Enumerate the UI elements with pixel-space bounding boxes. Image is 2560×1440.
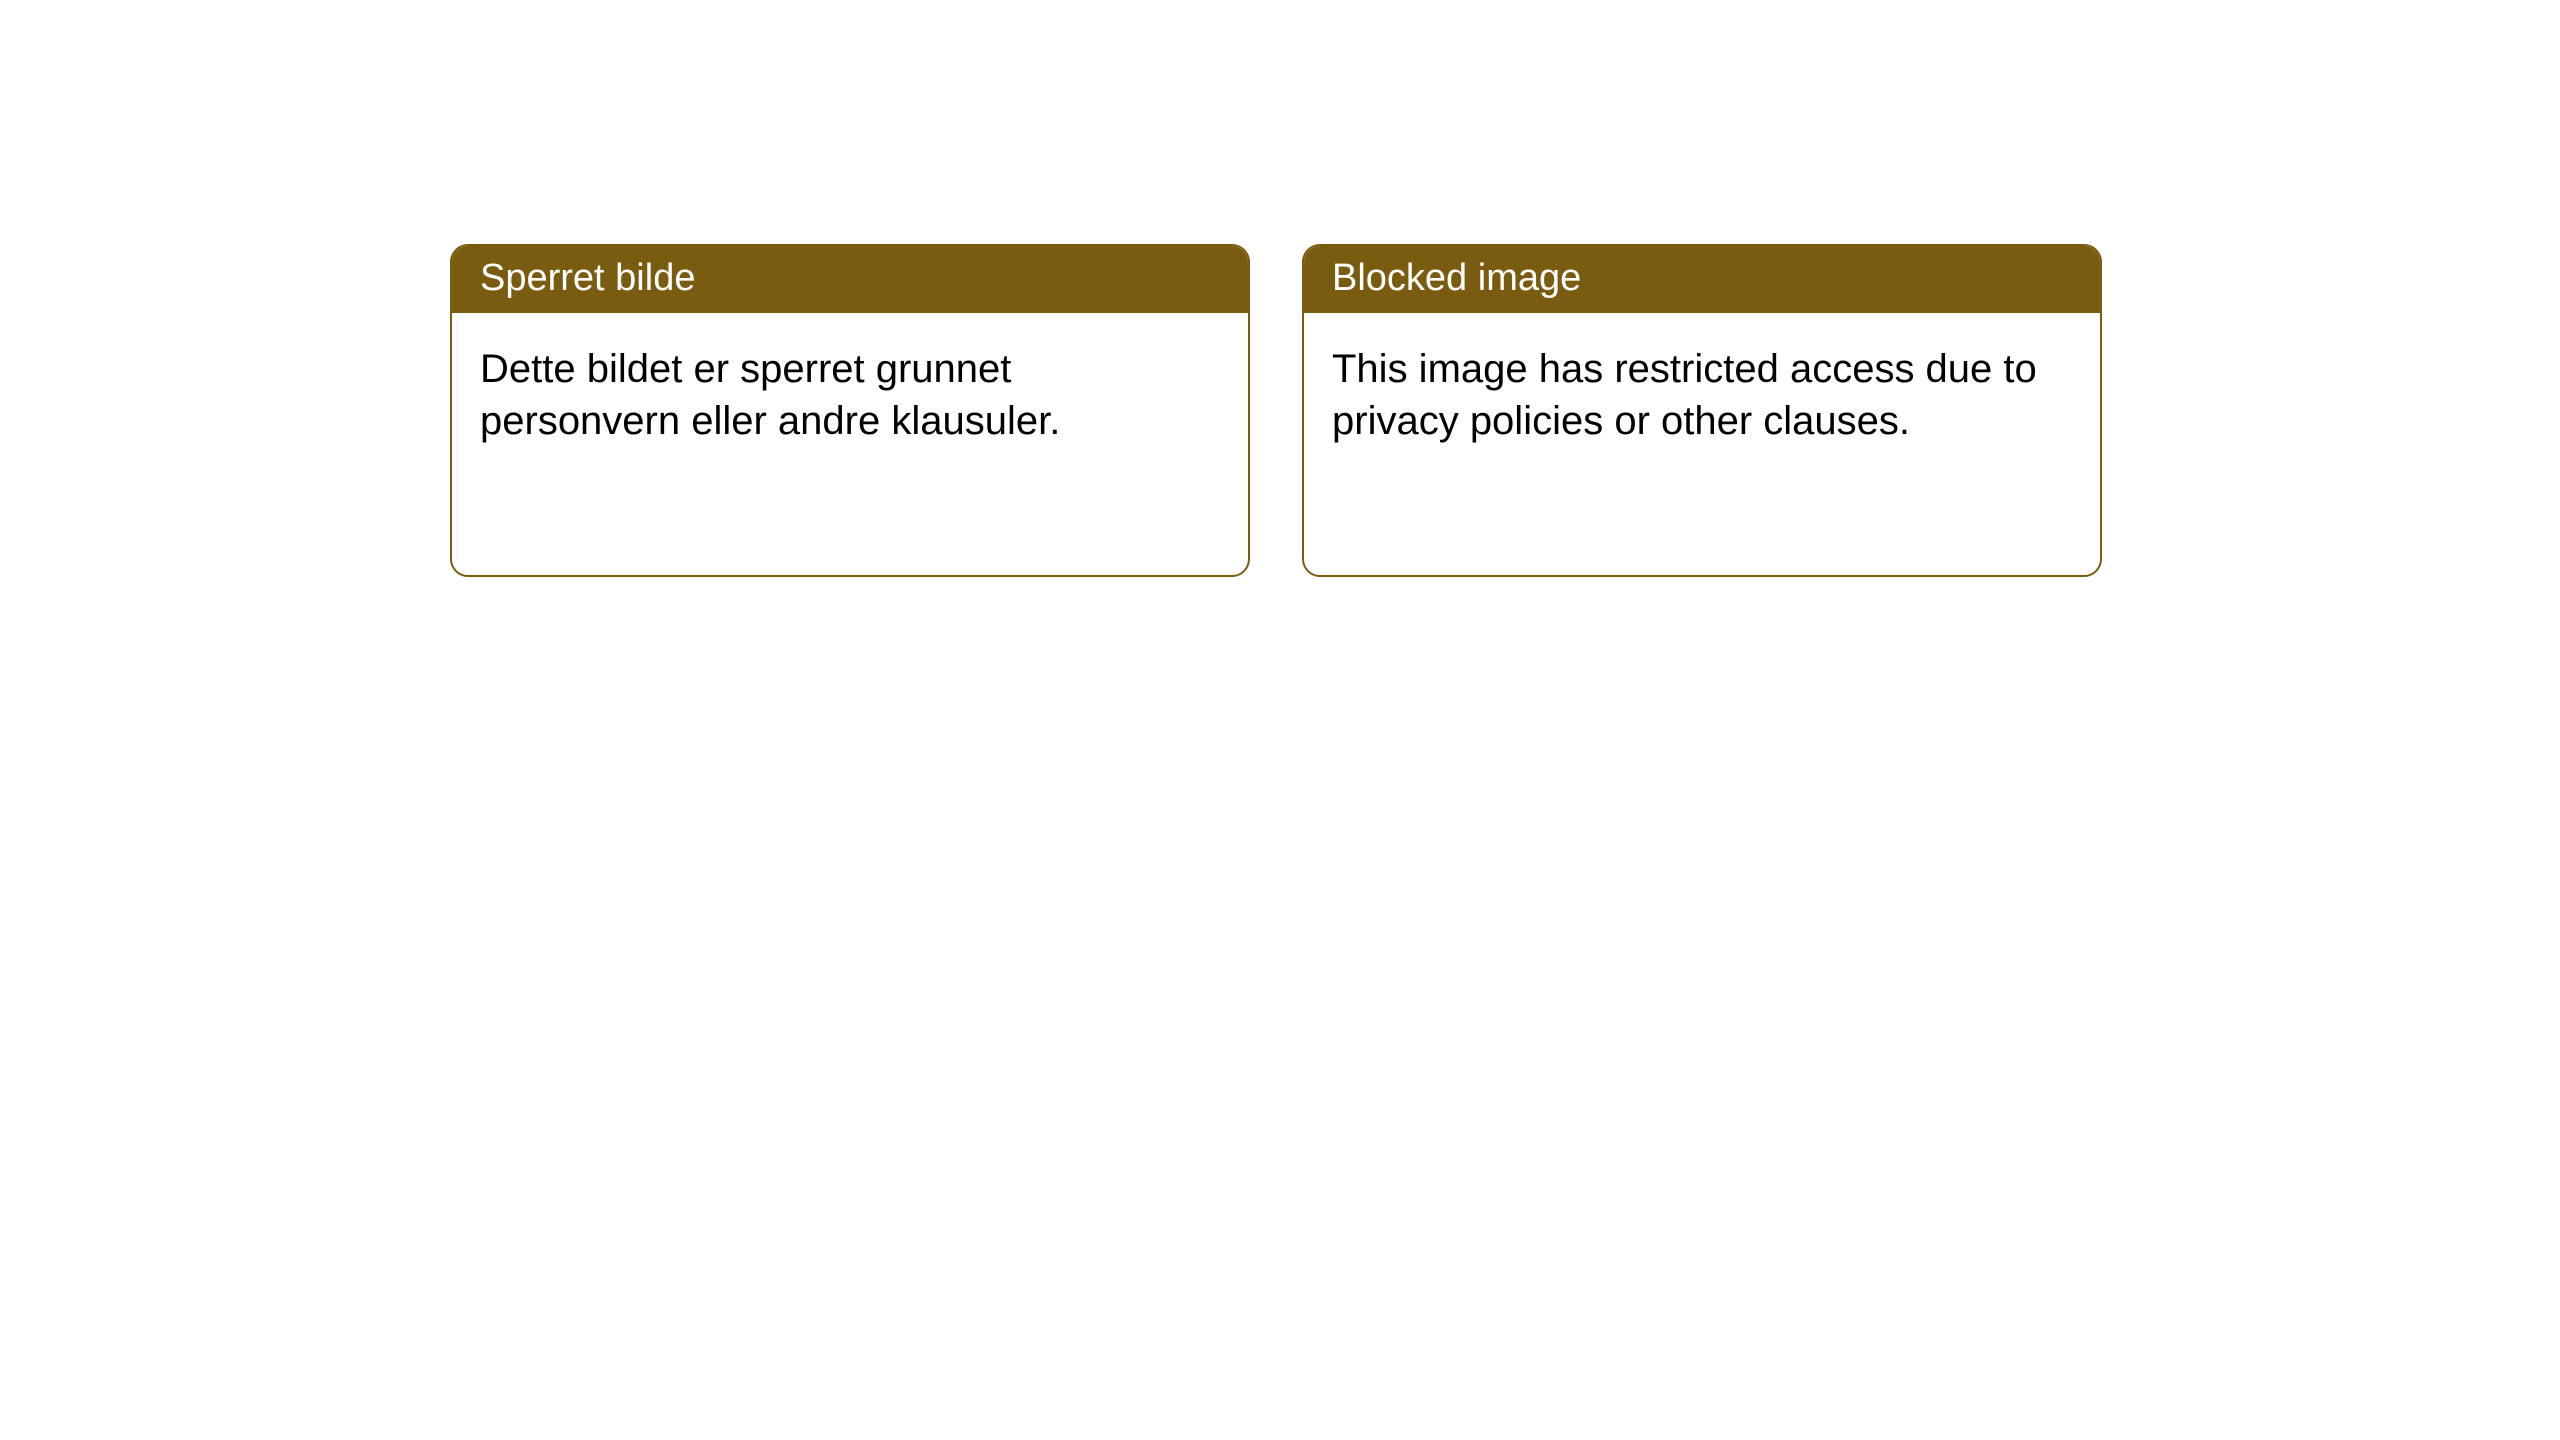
card-title-en: Blocked image xyxy=(1332,257,1581,299)
card-body-en: This image has restricted access due to … xyxy=(1304,313,2100,475)
blocked-image-card-en: Blocked image This image has restricted … xyxy=(1302,244,2102,577)
card-header-no: Sperret bilde xyxy=(452,246,1248,313)
cards-container: Sperret bilde Dette bildet er sperret gr… xyxy=(0,0,2560,577)
card-body-no: Dette bildet er sperret grunnet personve… xyxy=(452,313,1248,475)
card-header-en: Blocked image xyxy=(1304,246,2100,313)
card-title-no: Sperret bilde xyxy=(480,257,695,299)
card-body-text-en: This image has restricted access due to … xyxy=(1332,347,2037,443)
blocked-image-card-no: Sperret bilde Dette bildet er sperret gr… xyxy=(450,244,1250,577)
card-body-text-no: Dette bildet er sperret grunnet personve… xyxy=(480,347,1060,443)
